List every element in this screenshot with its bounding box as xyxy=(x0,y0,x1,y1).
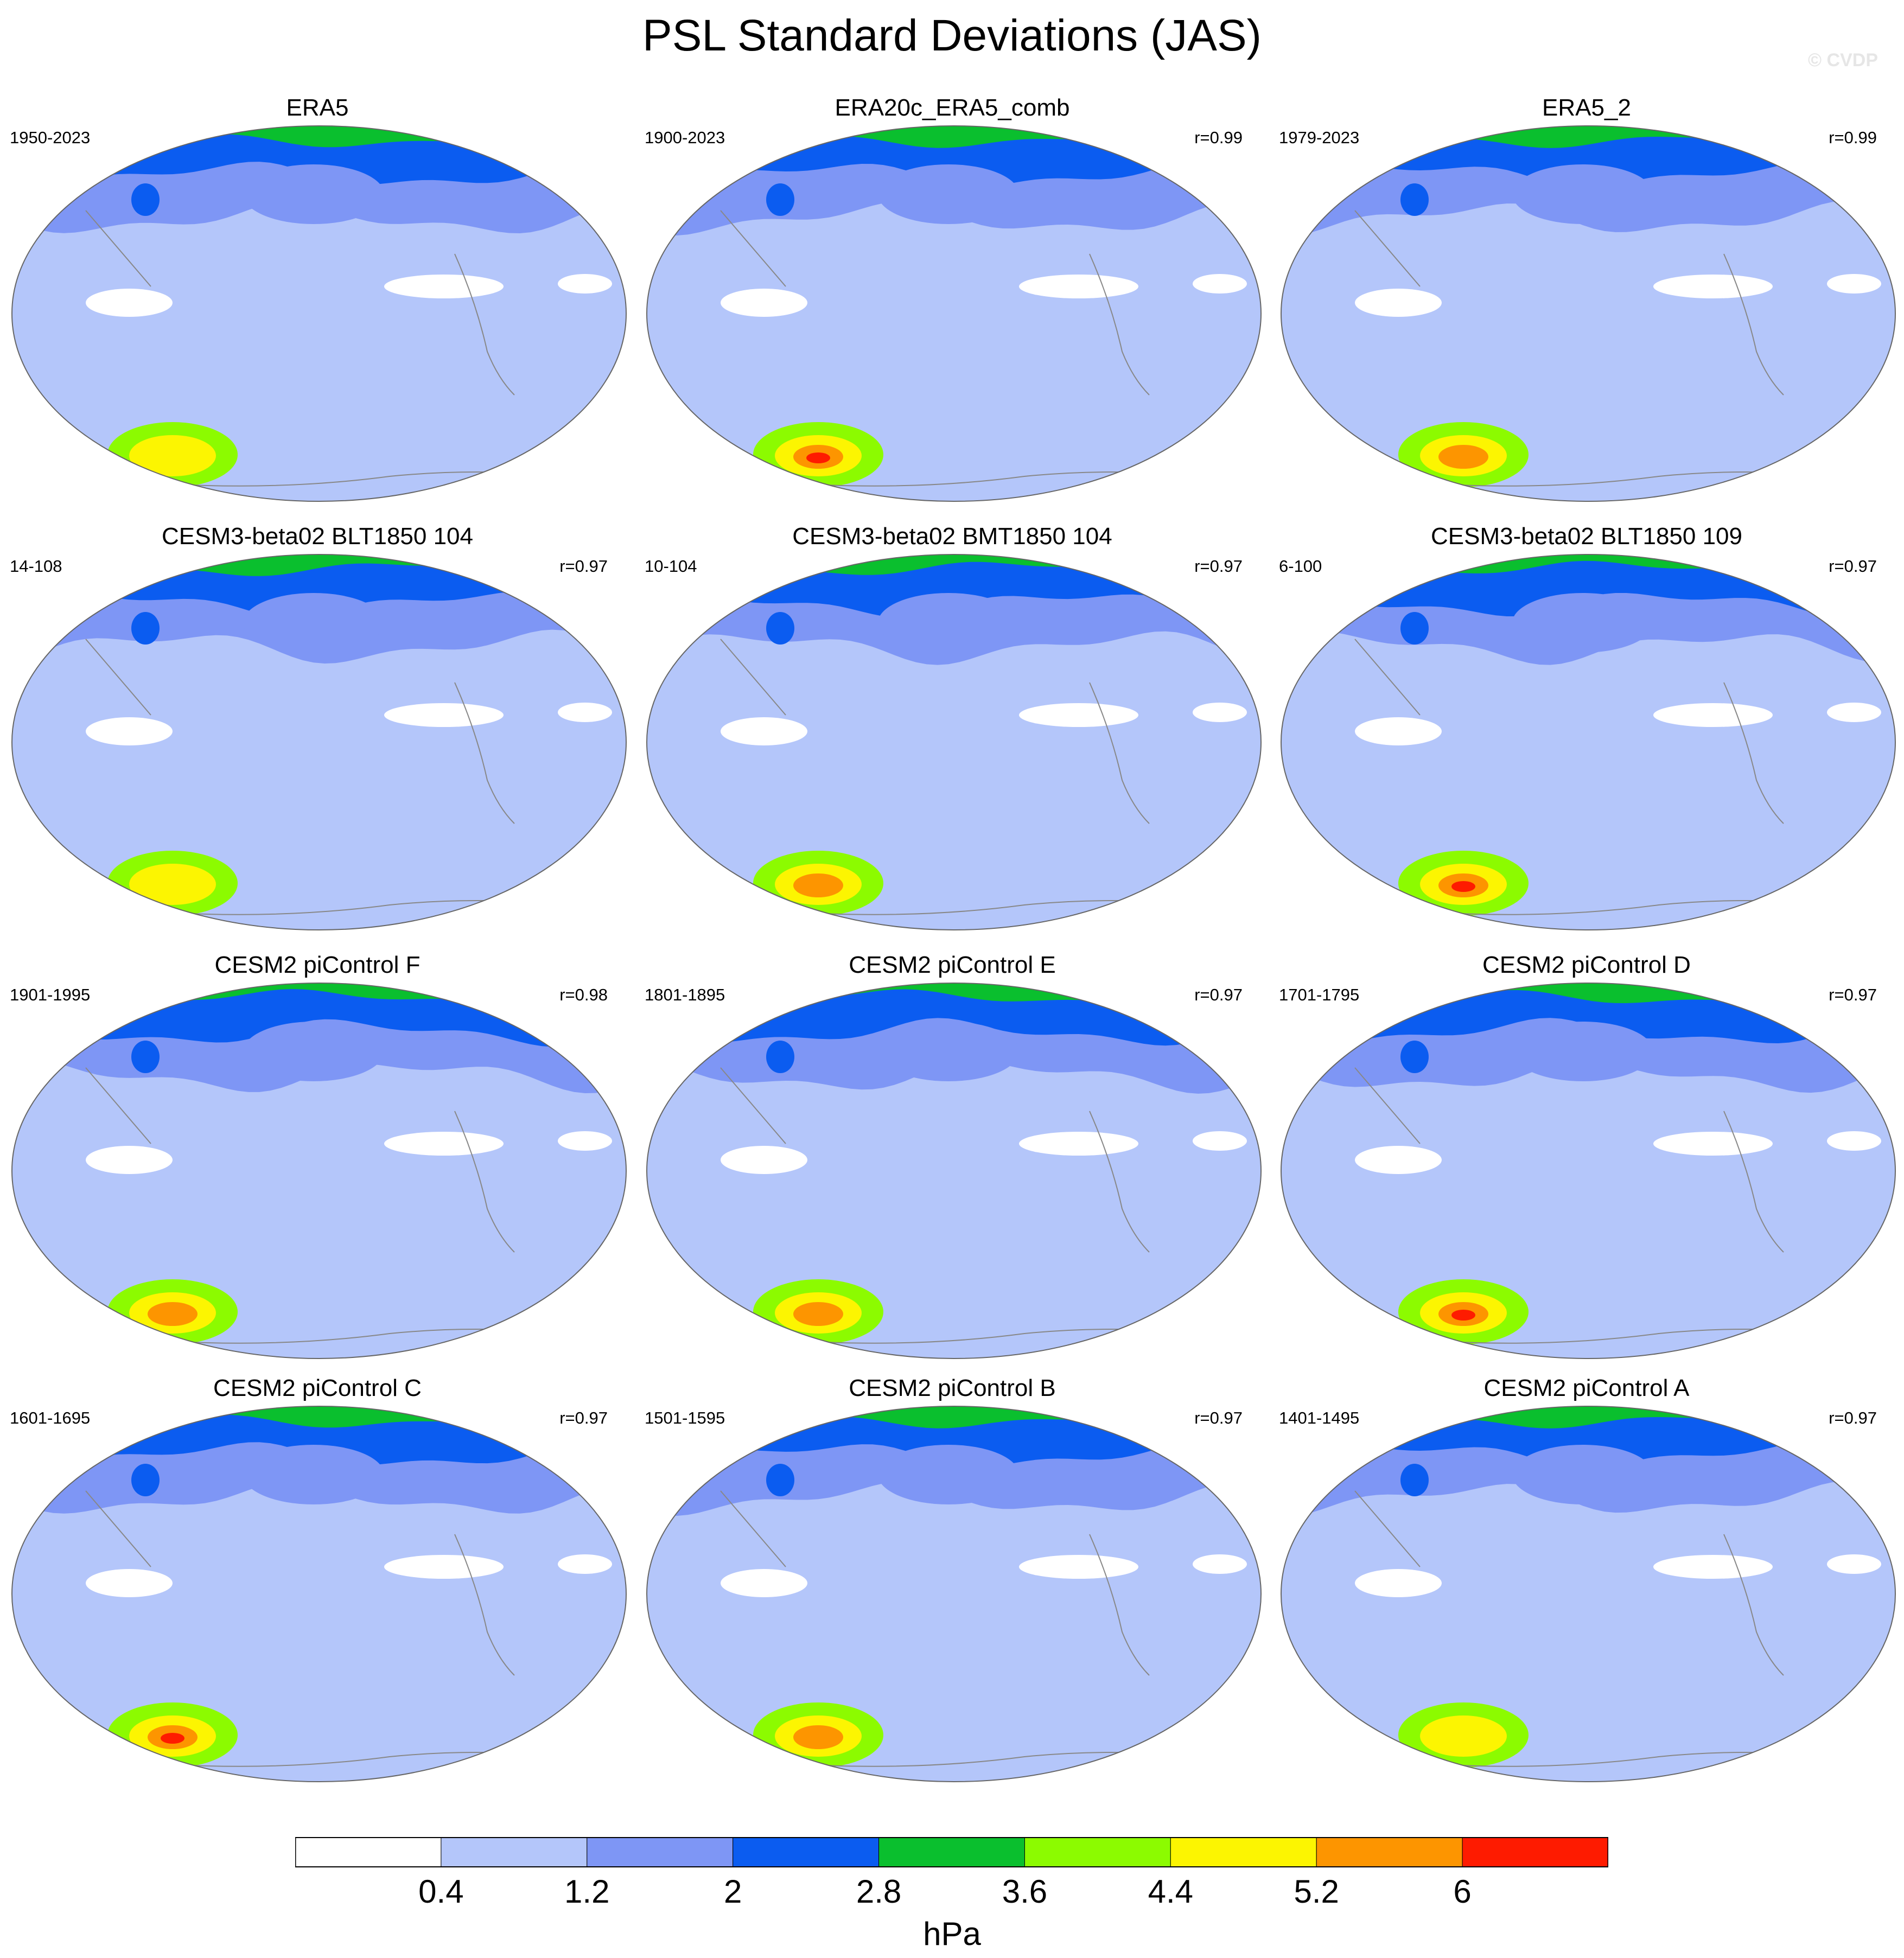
map-panel: CESM2 piControl F 1901-1995 r=0.98 xyxy=(0,949,635,1378)
map-panel: CESM2 piControl D 1701-1795 r=0.97 xyxy=(1269,949,1904,1378)
panel-years: 1701-1795 xyxy=(1279,985,1360,1004)
map-panel: CESM2 piControl A 1401-1495 r=0.97 xyxy=(1269,1373,1904,1801)
colorbar-tick-label: 2 xyxy=(723,1873,742,1910)
colorbar-swatch xyxy=(295,1837,442,1867)
map-field xyxy=(11,1406,627,1782)
panel-correlation: r=0.97 xyxy=(1194,557,1243,576)
colorbar-swatch xyxy=(1170,1837,1317,1867)
panel-years: 1801-1895 xyxy=(645,985,725,1004)
map-panel: ERA5_2 1979-2023 r=0.99 xyxy=(1269,92,1904,521)
map-field xyxy=(11,125,627,502)
colorbar-swatch xyxy=(1462,1837,1608,1867)
panel-title: CESM2 piControl C xyxy=(213,1375,422,1401)
panel-correlation: r=0.97 xyxy=(1829,985,1877,1004)
map-field xyxy=(646,554,1262,930)
map-field xyxy=(646,125,1262,502)
map-panel-grid: ERA5 1950-2023 ERA20c_ERA5_comb 1900-2023 r=… xyxy=(0,92,1904,1801)
panel-years: 1601-1695 xyxy=(10,1408,91,1427)
colorbar-swatch xyxy=(733,1837,880,1867)
panel-years: 1900-2023 xyxy=(645,128,725,147)
map-panel: CESM2 piControl B 1501-1595 r=0.97 xyxy=(635,1373,1270,1801)
panel-correlation: r=0.99 xyxy=(1194,128,1243,147)
map-panel: ERA5 1950-2023 xyxy=(0,92,635,521)
map-panel: CESM3-beta02 BMT1850 104 10-104 r=0.97 xyxy=(635,521,1270,949)
panel-correlation: r=0.97 xyxy=(1829,1408,1877,1427)
panel-years: 14-108 xyxy=(10,557,62,576)
panel-years: 10-104 xyxy=(645,557,697,576)
colorbar xyxy=(295,1837,1608,1867)
watermark: © CVDP xyxy=(1808,50,1878,71)
colorbar-tick-label: 1.2 xyxy=(564,1873,610,1910)
panel-correlation: r=0.97 xyxy=(1829,557,1877,576)
panel-correlation: r=0.98 xyxy=(559,985,608,1004)
panel-title: CESM2 piControl F xyxy=(214,952,421,978)
panel-title: CESM2 piControl A xyxy=(1483,1375,1690,1401)
panel-title: CESM2 piControl B xyxy=(849,1375,1056,1401)
colorbar-swatch xyxy=(878,1837,1025,1867)
panel-years: 1950-2023 xyxy=(10,128,91,147)
colorbar-tick-label: 0.4 xyxy=(418,1873,464,1910)
map-field xyxy=(11,983,627,1359)
map-field xyxy=(646,1406,1262,1782)
panel-title: ERA20c_ERA5_comb xyxy=(835,94,1070,121)
colorbar-swatch xyxy=(441,1837,588,1867)
colorbar-tick-label: 5.2 xyxy=(1294,1873,1339,1910)
panel-years: 1979-2023 xyxy=(1279,128,1360,147)
colorbar-swatch xyxy=(1024,1837,1171,1867)
map-field xyxy=(1281,1406,1896,1782)
panel-title: ERA5_2 xyxy=(1542,94,1631,121)
colorbar-units: hPa xyxy=(923,1916,981,1952)
panel-correlation: r=0.99 xyxy=(1829,128,1877,147)
map-panel: CESM3-beta02 BLT1850 104 14-108 r=0.97 xyxy=(0,521,635,949)
colorbar-tick-label: 3.6 xyxy=(1002,1873,1048,1910)
colorbar-tick-label: 2.8 xyxy=(856,1873,902,1910)
panel-title: CESM3-beta02 BLT1850 109 xyxy=(1431,523,1742,550)
map-field xyxy=(1281,554,1896,930)
panel-correlation: r=0.97 xyxy=(1194,985,1243,1004)
map-field xyxy=(11,554,627,930)
map-field xyxy=(1281,125,1896,502)
colorbar-tick-label: 4.4 xyxy=(1148,1873,1194,1910)
panel-title: CESM2 piControl D xyxy=(1482,952,1691,978)
map-panel: ERA20c_ERA5_comb 1900-2023 r=0.99 xyxy=(635,92,1270,521)
panel-years: 1501-1595 xyxy=(645,1408,725,1427)
panel-title: ERA5 xyxy=(286,94,349,121)
panel-title: CESM3-beta02 BLT1850 104 xyxy=(162,523,473,550)
colorbar-swatch xyxy=(587,1837,734,1867)
panel-years: 6-100 xyxy=(1279,557,1322,576)
colorbar-swatch xyxy=(1316,1837,1463,1867)
panel-years: 1901-1995 xyxy=(10,985,91,1004)
panel-correlation: r=0.97 xyxy=(559,1408,608,1427)
page-title: PSL Standard Deviations (JAS) xyxy=(642,11,1262,60)
map-panel: CESM2 piControl E 1801-1895 r=0.97 xyxy=(635,949,1270,1378)
map-field xyxy=(646,983,1262,1359)
panel-title: CESM2 piControl E xyxy=(849,952,1056,978)
colorbar-tick-label: 6 xyxy=(1453,1873,1472,1910)
map-panel: CESM2 piControl C 1601-1695 r=0.97 xyxy=(0,1373,635,1801)
map-field xyxy=(1281,983,1896,1359)
panel-correlation: r=0.97 xyxy=(559,557,608,576)
panel-title: CESM3-beta02 BMT1850 104 xyxy=(792,523,1112,550)
map-panel: CESM3-beta02 BLT1850 109 6-100 r=0.97 xyxy=(1269,521,1904,949)
panel-years: 1401-1495 xyxy=(1279,1408,1360,1427)
panel-correlation: r=0.97 xyxy=(1194,1408,1243,1427)
